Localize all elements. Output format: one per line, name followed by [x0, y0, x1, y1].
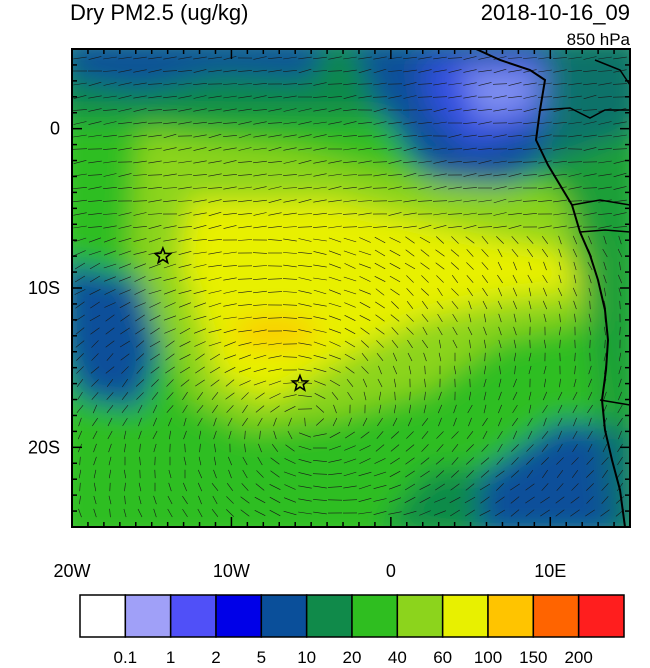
- colorbar-tick-label: 100: [474, 648, 502, 668]
- colorbar-swatch: [216, 595, 261, 637]
- lon-tick-label: 0: [386, 561, 396, 581]
- colorbar-tick-label: 20: [343, 648, 362, 668]
- colorbar-swatch: [125, 595, 170, 637]
- colorbar-tick-label: 5: [257, 648, 266, 668]
- colorbar-swatch: [397, 595, 442, 637]
- colorbar-swatch: [307, 595, 352, 637]
- colorbar-tick-label: 2: [211, 648, 220, 668]
- colorbar-tick-label: 150: [519, 648, 547, 668]
- lat-tick-label: 10S: [28, 278, 60, 298]
- lat-tick-label: 0: [50, 119, 60, 139]
- colorbar-tick-label: 1: [166, 648, 175, 668]
- colorbar-tick-label: 10: [297, 648, 316, 668]
- colorbar-swatch: [488, 595, 533, 637]
- lon-tick-label: 10W: [213, 561, 250, 581]
- colorbar-tick-label: 0.1: [114, 648, 138, 668]
- colorbar-swatch: [352, 595, 397, 637]
- colorbar-swatch: [261, 595, 306, 637]
- colorbar-tick-label: 200: [564, 648, 592, 668]
- colorbar-swatch: [579, 595, 624, 637]
- colorbar: [79, 594, 625, 638]
- colorbar-swatch: [171, 595, 216, 637]
- lat-tick-label: 20S: [28, 437, 60, 457]
- colorbar-swatch: [533, 595, 578, 637]
- colorbar-tick-label: 60: [433, 648, 452, 668]
- lon-tick-label: 10E: [534, 561, 566, 581]
- colorbar-tick-label: 40: [388, 648, 407, 668]
- lon-tick-label: 20W: [53, 561, 90, 581]
- colorbar-swatch: [443, 595, 488, 637]
- colorbar-swatch: [80, 595, 125, 637]
